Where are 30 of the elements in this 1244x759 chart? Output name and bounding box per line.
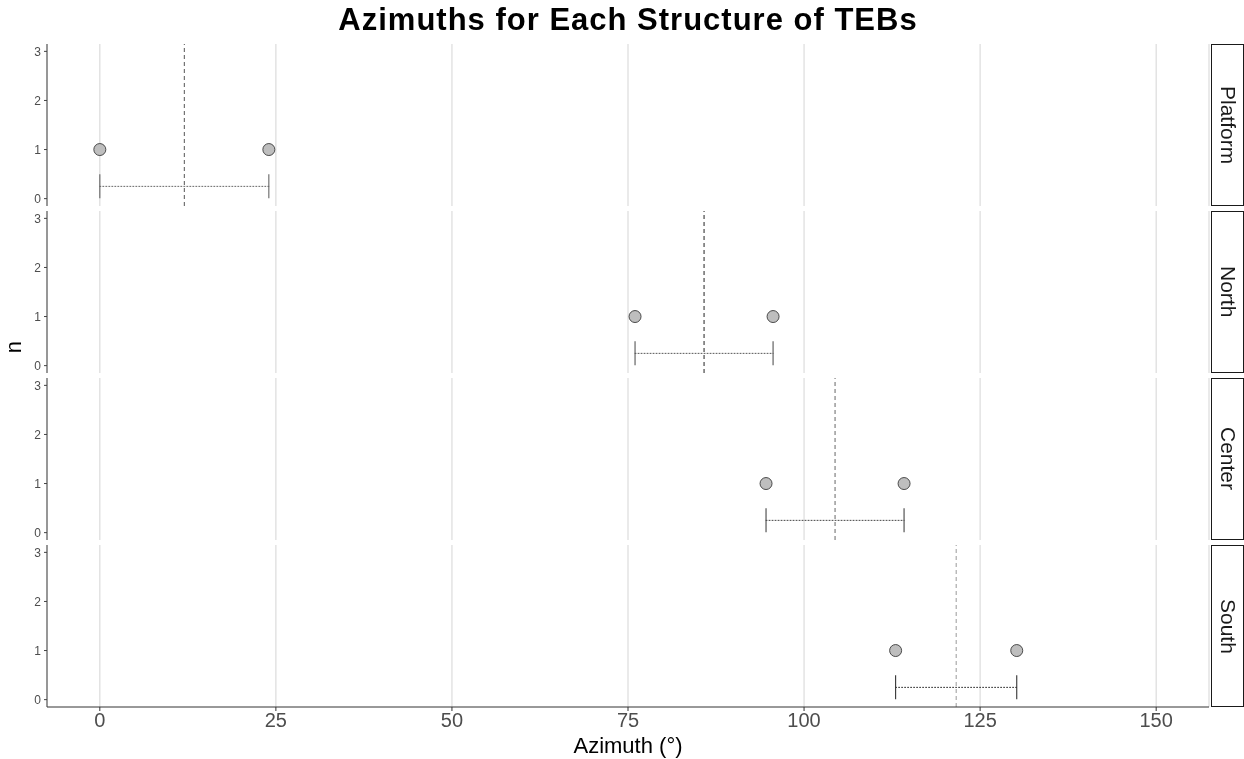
y-tick-label: 2 <box>34 93 42 108</box>
x-tick-label: 125 <box>963 709 997 732</box>
x-axis-title: Azimuth (°) <box>573 733 683 758</box>
x-tick-label: 50 <box>440 709 464 732</box>
y-tick-label: 2 <box>34 260 42 275</box>
y-axis-title: n <box>1 340 26 354</box>
y-tick-label: 1 <box>34 476 42 491</box>
chart-title: Azimuths for Each Structure of TEBs <box>337 1 919 39</box>
y-tick-label: 3 <box>34 44 42 59</box>
y2-axis-title: South <box>1215 598 1240 654</box>
y2-axis-title: Platform <box>1215 85 1240 165</box>
x-tick-label: 25 <box>264 709 287 732</box>
x-tick-label: 0 <box>94 709 106 732</box>
y2-axis-title: North <box>1215 266 1240 318</box>
y-tick-label: 1 <box>34 309 42 324</box>
x-tick-label: 100 <box>787 709 821 732</box>
y-tick-label: 0 <box>34 525 42 540</box>
y-tick-label: 2 <box>34 594 42 609</box>
y-tick-label: 2 <box>34 427 42 442</box>
y-tick-label: 0 <box>34 358 42 373</box>
y-tick-label: 1 <box>34 142 42 157</box>
y-tick-label: 3 <box>34 211 42 226</box>
y-tick-label: 0 <box>34 692 42 707</box>
x-tick-label: 150 <box>1139 709 1173 732</box>
y-tick-label: 3 <box>34 545 42 560</box>
y-tick-label: 3 <box>34 378 42 393</box>
y-tick-label: 0 <box>34 191 42 206</box>
y-tick-label: 1 <box>34 643 42 658</box>
y2-axis-title: Center <box>1215 427 1240 491</box>
x-tick-label: 75 <box>616 709 640 732</box>
